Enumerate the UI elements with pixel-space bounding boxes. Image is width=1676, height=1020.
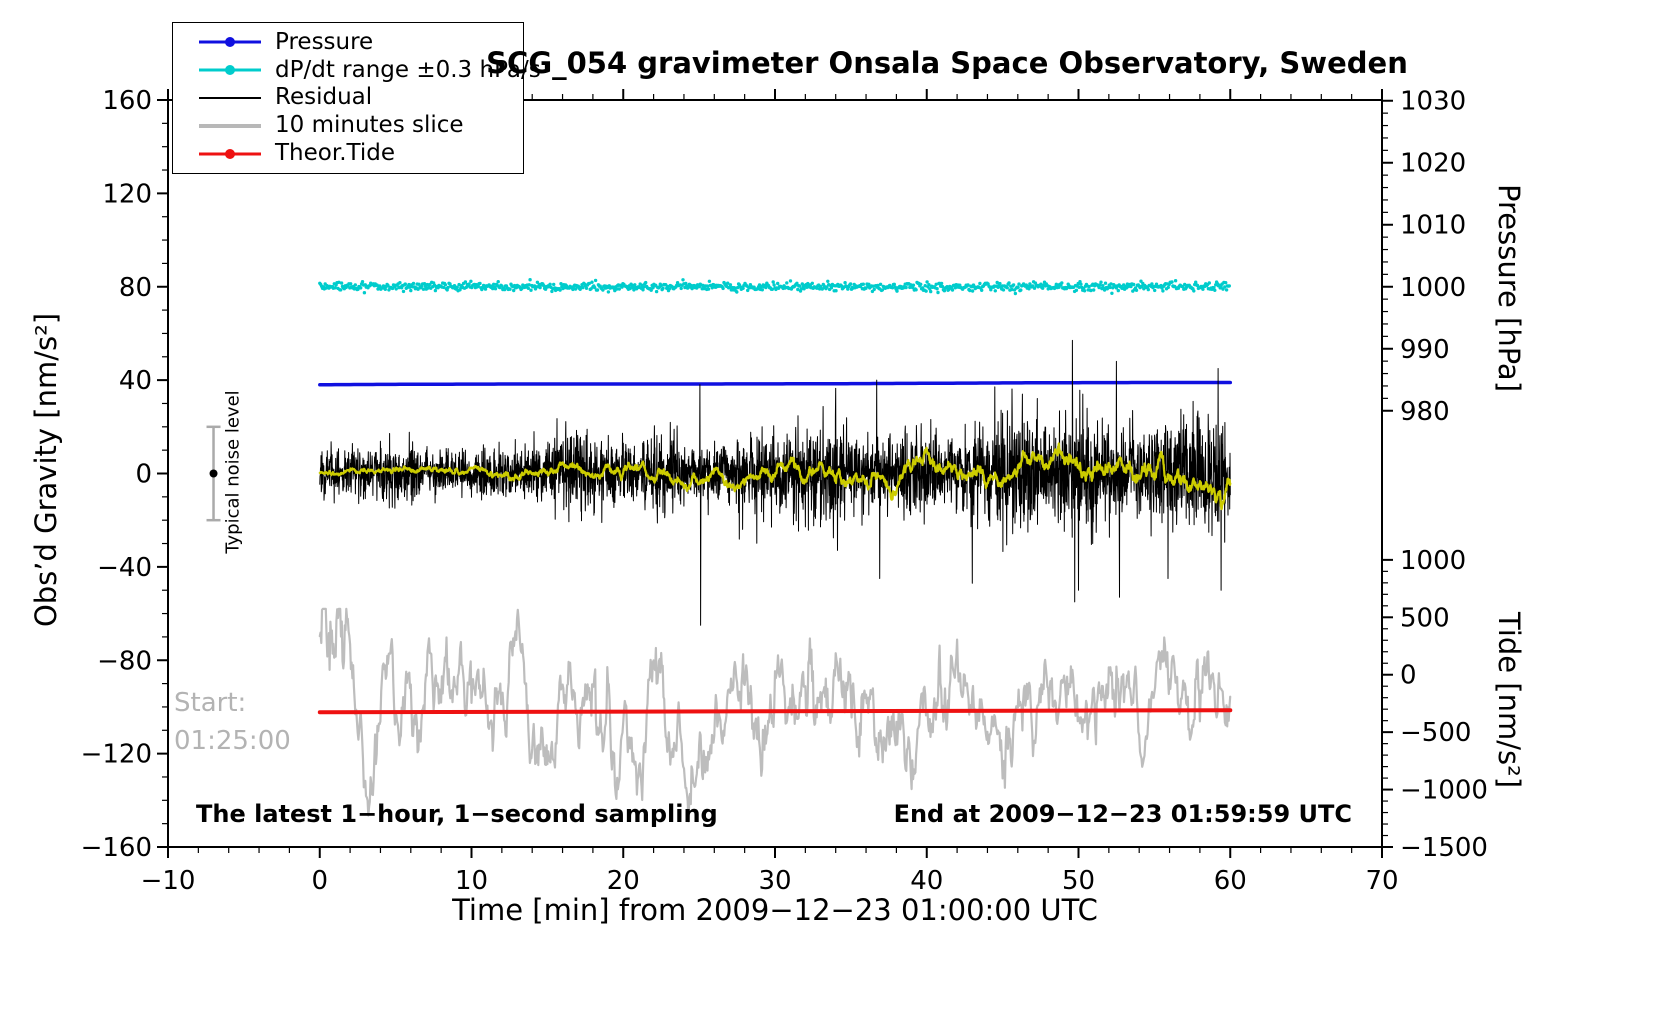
svg-text:1030: 1030 bbox=[1400, 87, 1466, 117]
svg-text:−40: −40 bbox=[97, 553, 152, 583]
legend-item: 10 minutes slice bbox=[199, 114, 523, 137]
legend-item-label: Residual bbox=[275, 84, 373, 111]
svg-text:500: 500 bbox=[1400, 603, 1450, 633]
svg-text:1000: 1000 bbox=[1400, 273, 1466, 303]
svg-text:0: 0 bbox=[311, 866, 328, 896]
left-axis-title: Obs’d Gravity [nm/s²] bbox=[29, 312, 63, 628]
chart-title: SCG_054 gravimeter Onsala Space Observat… bbox=[486, 46, 1408, 80]
legend-item: dP/dt range ±0.3 hPa/s bbox=[199, 58, 541, 82]
start-label: Start: bbox=[174, 688, 247, 718]
svg-text:0: 0 bbox=[1400, 661, 1417, 691]
svg-text:−1500: −1500 bbox=[1400, 833, 1488, 863]
svg-text:10: 10 bbox=[455, 866, 488, 896]
legend-item: Theor.Tide bbox=[199, 142, 523, 165]
svg-text:20: 20 bbox=[607, 866, 640, 896]
x-axis-title: Time [min] from 2009−12−23 01:00:00 UTC bbox=[452, 893, 1098, 927]
svg-text:40: 40 bbox=[119, 366, 152, 396]
svg-text:30: 30 bbox=[758, 866, 791, 896]
svg-text:70: 70 bbox=[1365, 866, 1398, 896]
legend-item-label: 10 minutes slice bbox=[275, 112, 464, 139]
legend-item-label: Pressure bbox=[275, 28, 374, 55]
tide-axis-title: Tide [nm/s²] bbox=[1492, 611, 1526, 789]
legend-swatch-icon bbox=[199, 148, 261, 160]
svg-text:50: 50 bbox=[1062, 866, 1095, 896]
svg-text:−160: −160 bbox=[81, 833, 152, 863]
legend: Pressure dP/dt range ±0.3 hPa/s Residual 10… bbox=[172, 22, 541, 174]
noise-level-label: Typical noise level bbox=[222, 390, 244, 554]
legend-swatch-icon bbox=[199, 92, 261, 104]
svg-text:80: 80 bbox=[119, 273, 152, 303]
svg-text:120: 120 bbox=[102, 179, 152, 209]
legend-item: Residual bbox=[199, 86, 523, 109]
svg-text:−120: −120 bbox=[81, 740, 152, 770]
legend-item-label: Theor.Tide bbox=[275, 140, 395, 167]
svg-text:1010: 1010 bbox=[1400, 211, 1466, 241]
svg-text:990: 990 bbox=[1400, 335, 1450, 365]
svg-text:−10: −10 bbox=[141, 866, 196, 896]
svg-text:−1000: −1000 bbox=[1400, 776, 1488, 806]
legend-swatch-icon bbox=[199, 36, 261, 48]
svg-text:160: 160 bbox=[102, 86, 152, 116]
svg-text:1000: 1000 bbox=[1400, 546, 1466, 576]
start-time-label: 01:25:00 bbox=[174, 726, 291, 756]
svg-text:40: 40 bbox=[910, 866, 943, 896]
svg-text:1020: 1020 bbox=[1400, 149, 1466, 179]
legend-swatch-icon bbox=[199, 120, 261, 132]
svg-text:60: 60 bbox=[1214, 866, 1247, 896]
legend-swatch-icon bbox=[199, 64, 261, 76]
svg-text:0: 0 bbox=[135, 460, 152, 490]
svg-text:980: 980 bbox=[1400, 397, 1450, 427]
pressure-axis-title: Pressure [hPa] bbox=[1492, 183, 1526, 393]
legend-item: Pressure bbox=[199, 28, 523, 55]
end-time-note: End at 2009−12−23 01:59:59 UTC bbox=[893, 800, 1352, 828]
svg-text:−80: −80 bbox=[97, 646, 152, 676]
sampling-note: The latest 1−hour, 1−second sampling bbox=[196, 800, 718, 828]
legend-item-label: dP/dt range ±0.3 hPa/s bbox=[275, 56, 541, 83]
svg-text:−500: −500 bbox=[1400, 718, 1471, 748]
